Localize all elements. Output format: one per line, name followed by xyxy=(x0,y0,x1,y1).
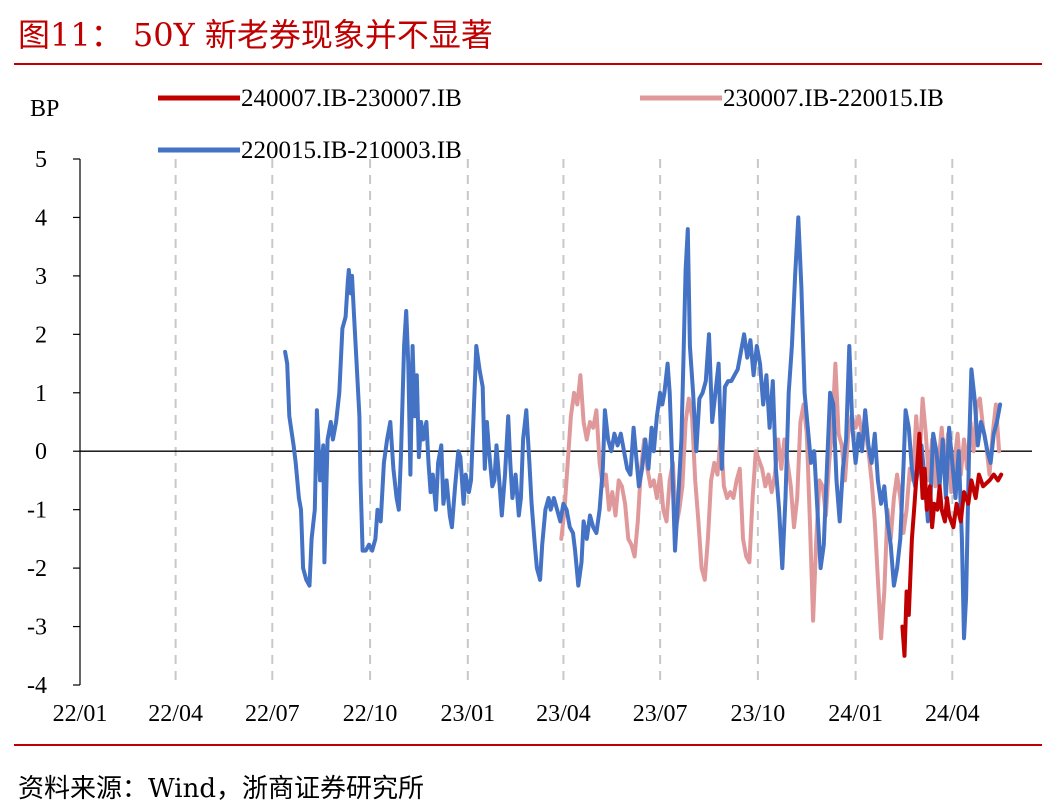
x-tick-label: 22/07 xyxy=(245,701,300,727)
legend-label: 230007.IB-220015.IB xyxy=(723,85,944,112)
series-line-2 xyxy=(559,361,1002,641)
line-chart: 5 4 3 2 1 0 -1 -2 -3 -4 22/01 22/04 22/07 22/10 23/01… xyxy=(27,85,1032,727)
x-tick-label: 22/10 xyxy=(343,701,398,727)
y-tick-label: 1 xyxy=(35,381,47,407)
figure-title: 图11： 50Y 新老券现象并不显著 xyxy=(18,16,493,54)
y-tick-label: 4 xyxy=(35,205,47,231)
x-tick-label: 24/04 xyxy=(925,701,980,727)
y-tick-label: 3 xyxy=(35,264,47,290)
title-rule xyxy=(14,63,1042,65)
legend: 240007.IB-230007.IB 230007.IB-220015.IB 22… xyxy=(158,85,944,164)
y-axis-ticks: 5 4 3 2 1 0 -1 -2 -3 -4 xyxy=(27,147,80,699)
y-axis-label: BP xyxy=(30,96,59,122)
series-lines xyxy=(283,215,1004,658)
x-axis-ticks: 22/01 22/04 22/07 22/10 23/01 23/04 23/07 23/10… xyxy=(53,701,980,727)
x-tick-label: 22/01 xyxy=(53,701,108,727)
legend-label: 220015.IB-210003.IB xyxy=(241,137,462,164)
x-tick-label: 24/01 xyxy=(828,701,883,727)
x-tick-label: 23/04 xyxy=(536,701,591,727)
series-line-1 xyxy=(900,431,1004,658)
y-tick-label: 0 xyxy=(35,439,47,465)
y-tick-label: 2 xyxy=(35,322,47,348)
x-tick-label: 23/01 xyxy=(440,701,495,727)
y-tick-label: -3 xyxy=(27,615,47,641)
y-tick-label: -4 xyxy=(27,673,47,699)
y-tick-label: -1 xyxy=(27,498,47,524)
legend-label: 240007.IB-230007.IB xyxy=(241,85,462,112)
source-rule xyxy=(14,744,1042,746)
y-tick-label: -2 xyxy=(27,556,47,582)
series-line-3 xyxy=(283,215,1003,641)
source-note: 资料来源：Wind，浙商证券研究所 xyxy=(18,774,424,804)
vertical-gridlines xyxy=(174,159,954,685)
x-tick-label: 23/10 xyxy=(731,701,786,727)
y-tick-label: 5 xyxy=(35,147,47,173)
x-tick-label: 23/07 xyxy=(633,701,688,727)
x-tick-label: 22/04 xyxy=(148,701,203,727)
